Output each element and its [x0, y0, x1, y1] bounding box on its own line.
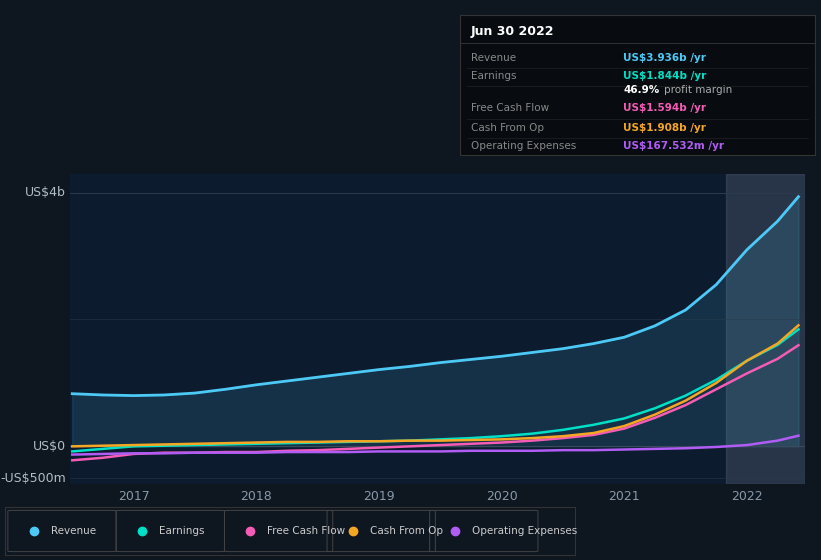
Text: -US$500m: -US$500m — [0, 472, 67, 484]
Text: Cash From Op: Cash From Op — [369, 526, 443, 536]
Text: US$4b: US$4b — [25, 186, 67, 199]
Text: Free Cash Flow: Free Cash Flow — [267, 526, 346, 536]
Text: profit margin: profit margin — [664, 85, 732, 95]
Text: Cash From Op: Cash From Op — [470, 123, 544, 133]
Text: Free Cash Flow: Free Cash Flow — [470, 103, 548, 113]
Text: Operating Expenses: Operating Expenses — [470, 141, 576, 151]
Text: Jun 30 2022: Jun 30 2022 — [470, 25, 554, 38]
Text: US$1.844b /yr: US$1.844b /yr — [623, 71, 707, 81]
Text: US$3.936b /yr: US$3.936b /yr — [623, 53, 706, 63]
Text: Earnings: Earnings — [159, 526, 204, 536]
Bar — [726, 174, 805, 484]
Text: Revenue: Revenue — [470, 53, 516, 63]
Text: US$0: US$0 — [33, 440, 67, 453]
Text: Earnings: Earnings — [470, 71, 516, 81]
Text: 46.9%: 46.9% — [623, 85, 659, 95]
Text: Revenue: Revenue — [51, 526, 96, 536]
Text: US$1.908b /yr: US$1.908b /yr — [623, 123, 706, 133]
Text: US$167.532m /yr: US$167.532m /yr — [623, 141, 724, 151]
Text: US$1.594b /yr: US$1.594b /yr — [623, 103, 706, 113]
Text: Operating Expenses: Operating Expenses — [472, 526, 578, 536]
